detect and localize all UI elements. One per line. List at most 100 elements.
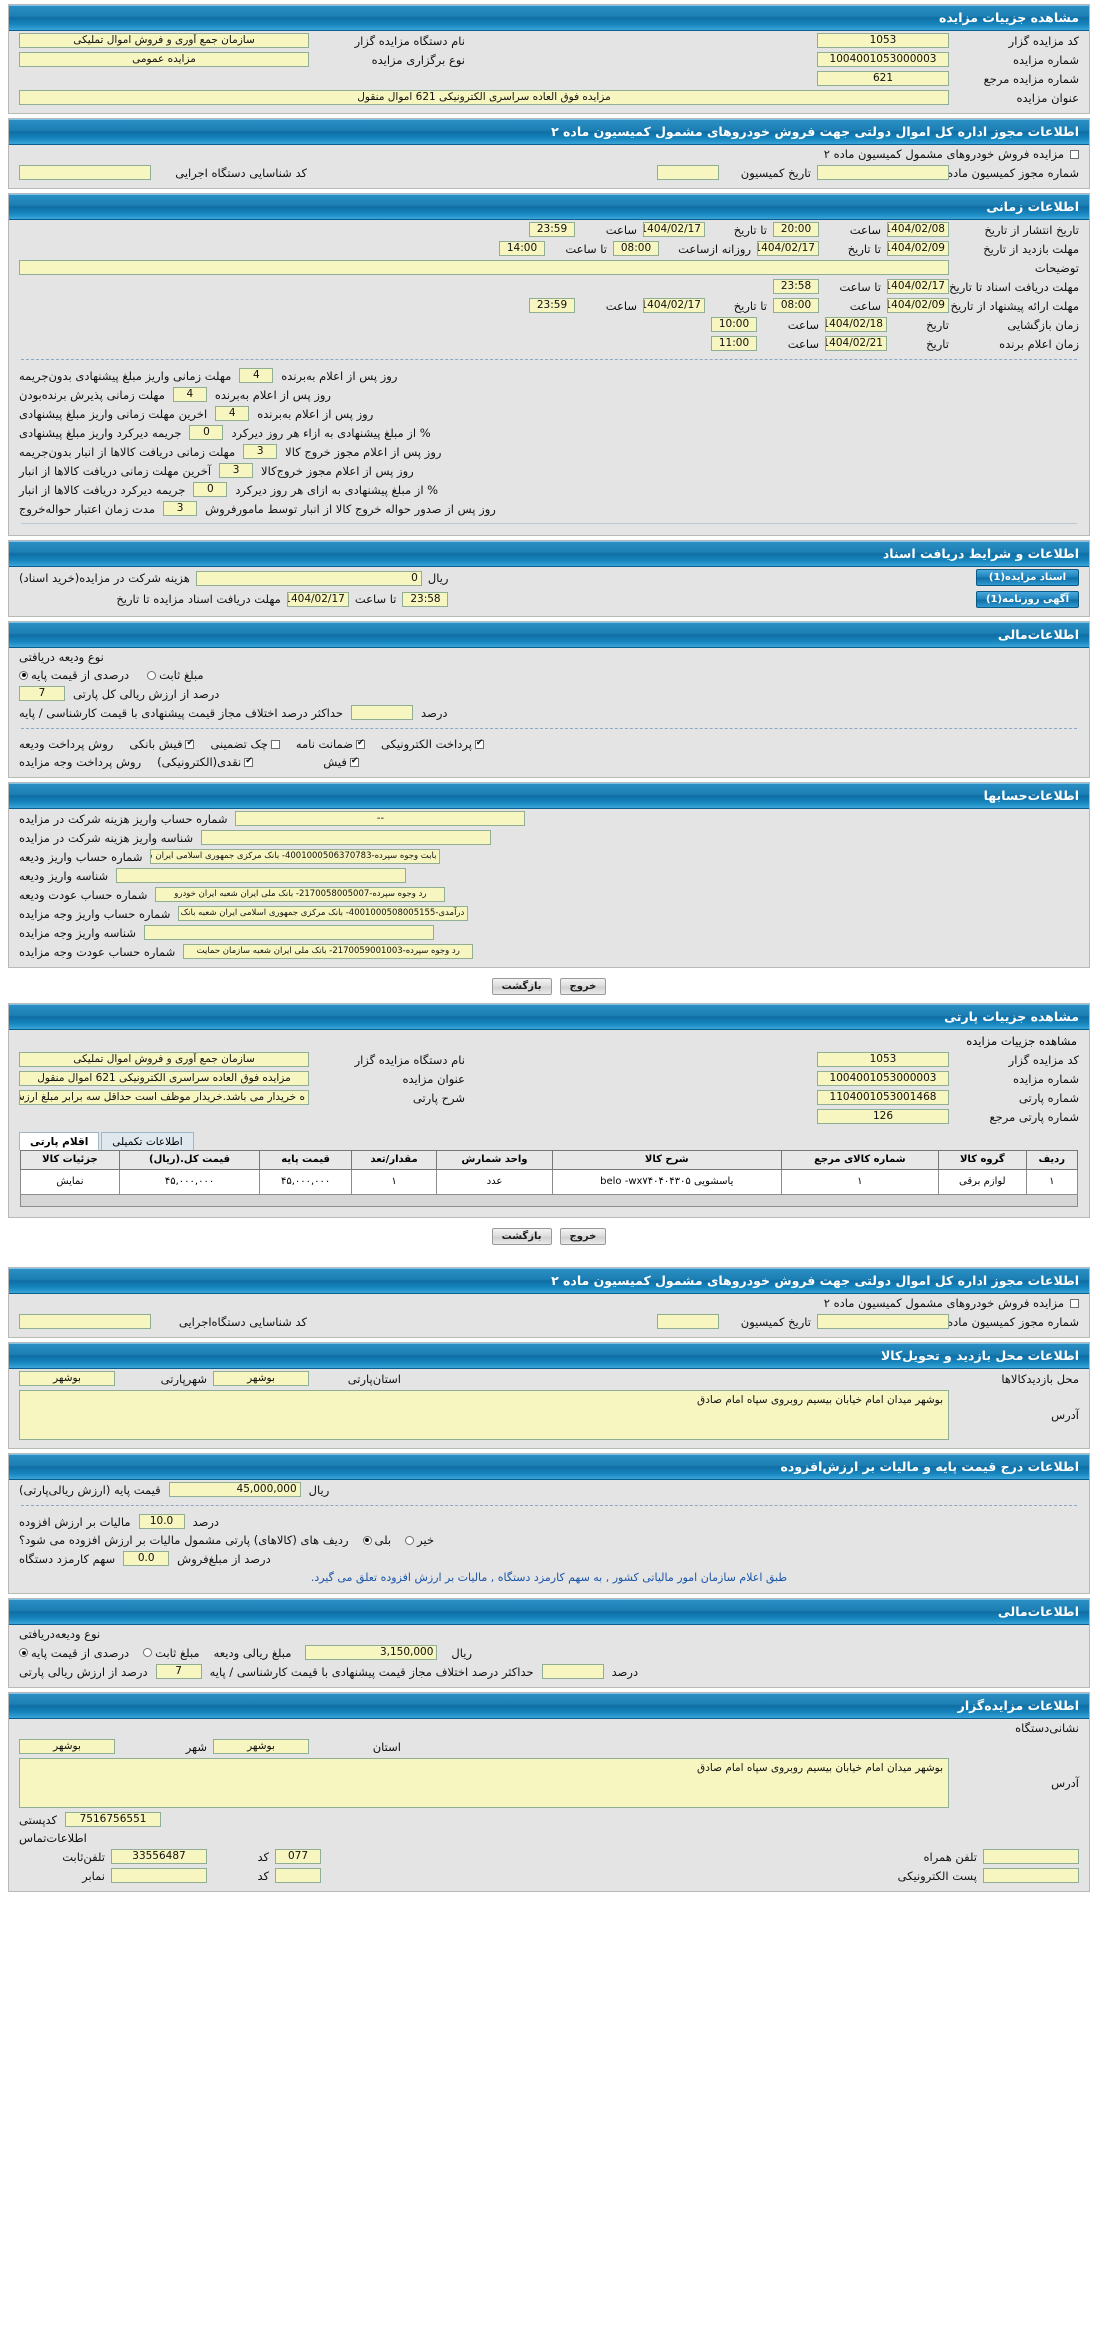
field-phone[interactable]: 33556487 — [111, 1849, 207, 1864]
field-org-code[interactable]: 1053 — [817, 33, 949, 48]
field-publish-to-hour[interactable]: 23:59 — [529, 222, 575, 237]
deposit-method-checkbox[interactable] — [474, 738, 484, 749]
option-fixed-amount[interactable]: مبلغ ثابت — [147, 668, 204, 682]
field-base-price[interactable]: 45,000,000 — [168, 1482, 301, 1497]
radio-fixed-amount[interactable] — [147, 670, 157, 680]
field-agent-share[interactable]: 0.0 — [123, 1551, 170, 1566]
field-percent-value[interactable]: 7 — [19, 686, 65, 701]
radio-vat-no[interactable] — [405, 1535, 415, 1545]
account-value[interactable] — [116, 868, 407, 883]
penalty-value[interactable]: 3 — [163, 501, 198, 516]
field-publish-to[interactable]: 1404/02/17 — [643, 222, 705, 237]
field-winner-date[interactable]: 1404/02/21 — [825, 336, 887, 351]
field-permit-no[interactable] — [817, 165, 949, 180]
field-bottom-permit-no[interactable] — [817, 1314, 949, 1329]
field-org-name[interactable]: سازمان جمع آوری و فروش اموال تملیکی — [19, 33, 309, 48]
option-percent-of-base[interactable]: درصدی از قیمت پایه — [19, 668, 129, 682]
radio-percent-of-base[interactable] — [19, 670, 28, 680]
back-button-top[interactable]: بازگشت — [491, 978, 552, 995]
field-fax-code[interactable] — [275, 1868, 321, 1883]
penalty-value[interactable]: 0 — [193, 482, 228, 497]
field-party-org-name[interactable]: سازمان جمع آوری و فروش اموال تملیکی — [19, 1052, 309, 1067]
field-offer-to[interactable]: 1404/02/17 — [643, 298, 705, 313]
exit-button-mid[interactable]: خروج — [559, 1228, 607, 1245]
field-holder-city[interactable]: بوشهر — [19, 1739, 115, 1754]
account-value[interactable]: بابت وجوه سپرده-4001000506370783- بانک م… — [150, 849, 441, 864]
field-offer-from[interactable]: 1404/02/09 — [887, 298, 949, 313]
payment-method[interactable]: نقدی(الکترونیکی) — [157, 755, 254, 769]
radio-vat-yes[interactable] — [362, 1535, 372, 1545]
field-docs-deadline-date[interactable]: 1404/02/17 — [286, 591, 349, 607]
account-value[interactable]: رد وجوه سپرده-2170058005007- بانک ملی ای… — [155, 887, 446, 902]
field-open-date[interactable]: 1404/02/18 — [825, 317, 887, 332]
deposit-method[interactable]: پرداخت الکترونیکی — [381, 737, 484, 751]
field-party-auction-title[interactable]: مزایده فوق العاده سراسری الکترونیکی 621 … — [19, 1071, 309, 1086]
back-button-mid[interactable]: بازگشت — [491, 1228, 552, 1245]
field-bottom-exec-org-id[interactable] — [19, 1314, 151, 1329]
field-publish-hour[interactable]: 20:00 — [773, 222, 819, 237]
option-vat-yes[interactable]: بلی — [362, 1533, 391, 1547]
field-party-desc[interactable]: ه خریدار می باشد.خریدار موظف است حداقل س… — [19, 1090, 309, 1105]
field-docs-fee[interactable]: 0 — [195, 570, 422, 586]
deposit-method-checkbox[interactable] — [355, 738, 365, 749]
deposit-method-checkbox[interactable] — [185, 738, 195, 749]
field-holder-address[interactable]: بوشهر میدان امام خیابان بیسیم روبروی سپا… — [19, 1758, 949, 1808]
penalty-value[interactable]: 0 — [189, 425, 224, 440]
field-visit-province[interactable]: بوشهر — [213, 1371, 309, 1386]
penalty-value[interactable]: 4 — [215, 406, 250, 421]
payment-method-checkbox[interactable] — [244, 756, 254, 767]
field-bottom-percent-value[interactable]: 7 — [155, 1664, 202, 1679]
auction-documents-button[interactable]: اسناد مزایده(1) — [975, 569, 1079, 586]
payment-method[interactable]: فیش — [323, 755, 359, 769]
field-offer-hour[interactable]: 08:00 — [773, 298, 819, 313]
penalty-value[interactable]: 3 — [219, 463, 254, 478]
field-ref-party-number[interactable]: 126 — [817, 1109, 949, 1124]
account-value[interactable] — [201, 830, 492, 845]
field-offer-to-hour[interactable]: 23:59 — [529, 298, 575, 313]
field-winner-hour[interactable]: 11:00 — [711, 336, 757, 351]
field-fax[interactable] — [111, 1868, 207, 1883]
field-party-auction-number[interactable]: 1004001053000003 — [817, 1071, 949, 1086]
field-vat-value[interactable]: 10.0 — [138, 1514, 185, 1529]
field-deposit-amount[interactable]: 3,150,000 — [305, 1645, 438, 1660]
field-bottom-commission-date[interactable] — [657, 1314, 719, 1329]
field-auction-title[interactable]: مزایده فوق العاده سراسری الکترونیکی 621 … — [19, 90, 949, 105]
radio-bottom-percent-of-base[interactable] — [19, 1648, 28, 1657]
tab-party-items[interactable]: اقلام پارتی — [19, 1132, 100, 1150]
field-commission-date[interactable] — [657, 165, 719, 180]
account-value[interactable]: -- — [235, 811, 526, 826]
deposit-method[interactable]: چک تضمینی — [210, 737, 280, 751]
field-open-hour[interactable]: 10:00 — [711, 317, 757, 332]
field-visit-daily-from[interactable]: 08:00 — [613, 241, 659, 256]
field-visit-city[interactable]: بوشهر — [19, 1371, 115, 1386]
field-notes[interactable] — [19, 260, 949, 275]
field-email[interactable] — [983, 1868, 1079, 1883]
option-vat-no[interactable]: خیر — [405, 1533, 434, 1547]
field-doc-receive-to[interactable]: 1404/02/17 — [887, 279, 949, 294]
deposit-method[interactable]: فیش بانکی — [129, 737, 195, 751]
radio-bottom-fixed-amount[interactable] — [143, 1648, 153, 1657]
field-party-number[interactable]: 1104001053001468 — [817, 1090, 949, 1105]
field-visit-to[interactable]: 1404/02/17 — [757, 241, 819, 256]
field-publish-from[interactable]: 1404/02/08 — [887, 222, 949, 237]
field-auction-number[interactable]: 1004001053000003 — [817, 52, 949, 67]
field-visit-address[interactable]: بوشهر میدان امام خیابان بیسیم روبروی سپا… — [19, 1390, 949, 1440]
tab-additional-info[interactable]: اطلاعات تکمیلی — [101, 1132, 194, 1150]
field-mobile[interactable] — [983, 1849, 1079, 1864]
field-exec-org-id[interactable] — [19, 165, 151, 180]
checkbox-vehicle-commission[interactable] — [1070, 149, 1079, 159]
deposit-method[interactable]: ضمانت نامه — [296, 737, 365, 751]
field-phone-code[interactable]: 077 — [275, 1849, 321, 1864]
option-bottom-percent-of-base[interactable]: درصدی از قیمت پایه — [19, 1646, 129, 1660]
exit-button-top[interactable]: خروج — [559, 978, 607, 995]
account-value[interactable] — [144, 925, 435, 940]
payment-method-checkbox[interactable] — [349, 756, 359, 767]
table-row[interactable]: ۱ لوازم برقی ۱ یاسشویی belo -wx۷۴۰۴۰۴۳۰۵ عدد… — [20, 1169, 1079, 1195]
deposit-method-checkbox[interactable] — [270, 739, 280, 749]
penalty-value[interactable]: 3 — [243, 444, 278, 459]
field-holder-province[interactable]: بوشهر — [213, 1739, 309, 1754]
field-doc-receive-hour[interactable]: 23:58 — [773, 279, 819, 294]
penalty-value[interactable]: 4 — [172, 387, 207, 402]
penalty-value[interactable]: 4 — [239, 368, 274, 383]
field-postal-code[interactable]: 7516756551 — [65, 1812, 162, 1827]
